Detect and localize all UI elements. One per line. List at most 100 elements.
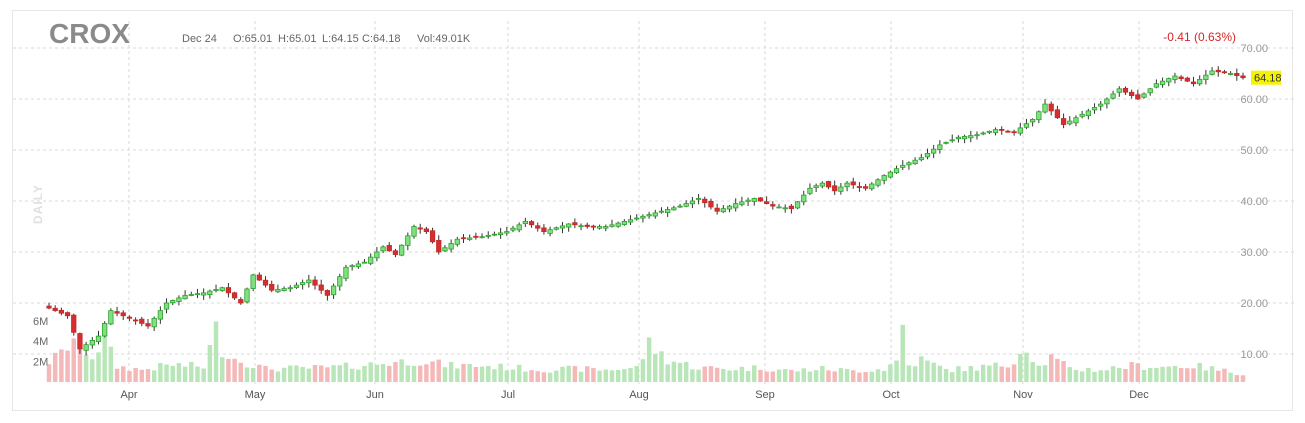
volume-bar xyxy=(764,371,769,382)
volume-bar xyxy=(486,365,491,382)
candle-body xyxy=(862,186,869,189)
ohlc-close: C:64.18 xyxy=(362,33,401,45)
candle-body xyxy=(442,247,448,252)
candle-body xyxy=(194,293,201,296)
volume-bar xyxy=(956,366,961,382)
candle-body xyxy=(139,318,145,324)
volume-bar xyxy=(411,365,417,382)
candle-body xyxy=(330,285,337,296)
volume-bar xyxy=(170,365,175,382)
candle-body xyxy=(145,323,151,327)
volume-bar xyxy=(516,364,522,382)
volume-bar xyxy=(1234,375,1240,382)
candle-body xyxy=(58,309,65,314)
volume-bar xyxy=(448,361,454,382)
candle-body xyxy=(869,183,875,190)
volume-bar xyxy=(1117,367,1122,382)
candle-body xyxy=(182,294,188,300)
volume-bar xyxy=(1018,353,1023,382)
volume-bar xyxy=(1030,362,1035,382)
last-price-marker: 64.18 xyxy=(1251,70,1282,85)
candle-body xyxy=(553,227,559,230)
candle-body xyxy=(1079,113,1085,117)
volume-bar xyxy=(789,369,794,382)
volume-bar xyxy=(721,368,726,382)
candle-body xyxy=(411,226,417,237)
volume-bar xyxy=(1067,367,1073,382)
volume-bar xyxy=(665,364,670,382)
candle-body xyxy=(559,225,566,229)
candle-body xyxy=(102,322,108,337)
volume-bar xyxy=(331,365,336,382)
volume-bar xyxy=(1172,365,1178,382)
volume-bar xyxy=(1228,372,1233,382)
candle-body xyxy=(900,164,906,168)
candle-body xyxy=(974,134,980,137)
y-tick-label: 70.00 xyxy=(1240,43,1268,55)
candle-body xyxy=(1073,117,1079,124)
volume-bar xyxy=(906,365,912,382)
candle-body xyxy=(349,265,355,268)
candle-body xyxy=(695,198,702,200)
candle-body xyxy=(745,199,751,202)
volume-bar xyxy=(857,372,862,382)
candle-body xyxy=(250,274,256,289)
candle-body xyxy=(528,221,535,226)
volume-bar xyxy=(226,358,231,382)
volume-bar xyxy=(1086,368,1091,382)
candle-body xyxy=(491,233,498,236)
candle-body xyxy=(64,312,71,317)
x-tick-label: Jun xyxy=(366,389,384,401)
last-price-background xyxy=(1251,70,1281,85)
volume-bar xyxy=(219,357,225,382)
volume-bar xyxy=(597,370,602,382)
candle-body xyxy=(207,290,213,295)
candle-body xyxy=(497,232,504,235)
candle-body xyxy=(832,185,838,192)
candle-body xyxy=(71,314,77,333)
volume-bar xyxy=(77,334,83,382)
volume-bar xyxy=(622,369,627,382)
candle-body xyxy=(906,162,912,166)
stock-chart[interactable]: CROX Dec 24 O:65.01 H:65.01 L:64.15 C:64… xyxy=(13,11,1294,412)
candle-body xyxy=(324,290,331,296)
volume-bar xyxy=(337,365,342,382)
candle-body xyxy=(1129,91,1135,97)
candle-body xyxy=(980,132,986,135)
candle-body xyxy=(689,200,696,205)
volume-bar xyxy=(653,353,658,382)
volume-bar xyxy=(585,366,590,382)
candle-body xyxy=(460,237,467,240)
candle-body xyxy=(850,181,856,186)
volume-bar xyxy=(492,369,497,382)
volume-bar xyxy=(1166,366,1171,382)
volume-bar xyxy=(535,371,540,382)
volume-bar xyxy=(306,368,312,382)
candle-body xyxy=(244,288,250,303)
candle-body xyxy=(986,130,992,133)
candle-body xyxy=(1098,103,1104,107)
candle-body xyxy=(943,141,949,144)
candle-body xyxy=(1227,73,1234,75)
volume-bar xyxy=(1048,354,1054,382)
volume-bar xyxy=(430,361,435,382)
ohlc-low: L:64.15 xyxy=(322,33,359,45)
volume-bar xyxy=(461,363,466,382)
candle-body xyxy=(764,201,770,204)
volume-bar xyxy=(158,363,163,382)
volume-bar xyxy=(1011,364,1017,382)
volume-bar xyxy=(1216,370,1221,382)
candle-body xyxy=(1234,73,1240,76)
x-tick-label: Nov xyxy=(1013,389,1033,401)
candle-body xyxy=(213,288,219,291)
candle-body xyxy=(399,244,405,256)
volume-bar xyxy=(807,371,813,382)
volume-bar xyxy=(250,368,256,382)
candle-body xyxy=(293,284,300,288)
volume-bar xyxy=(312,365,318,382)
candle-body xyxy=(757,197,764,202)
candle-body xyxy=(770,204,776,207)
volume-tick-label: 6M xyxy=(33,316,48,328)
candle-body xyxy=(535,225,541,229)
candle-body xyxy=(485,235,491,237)
